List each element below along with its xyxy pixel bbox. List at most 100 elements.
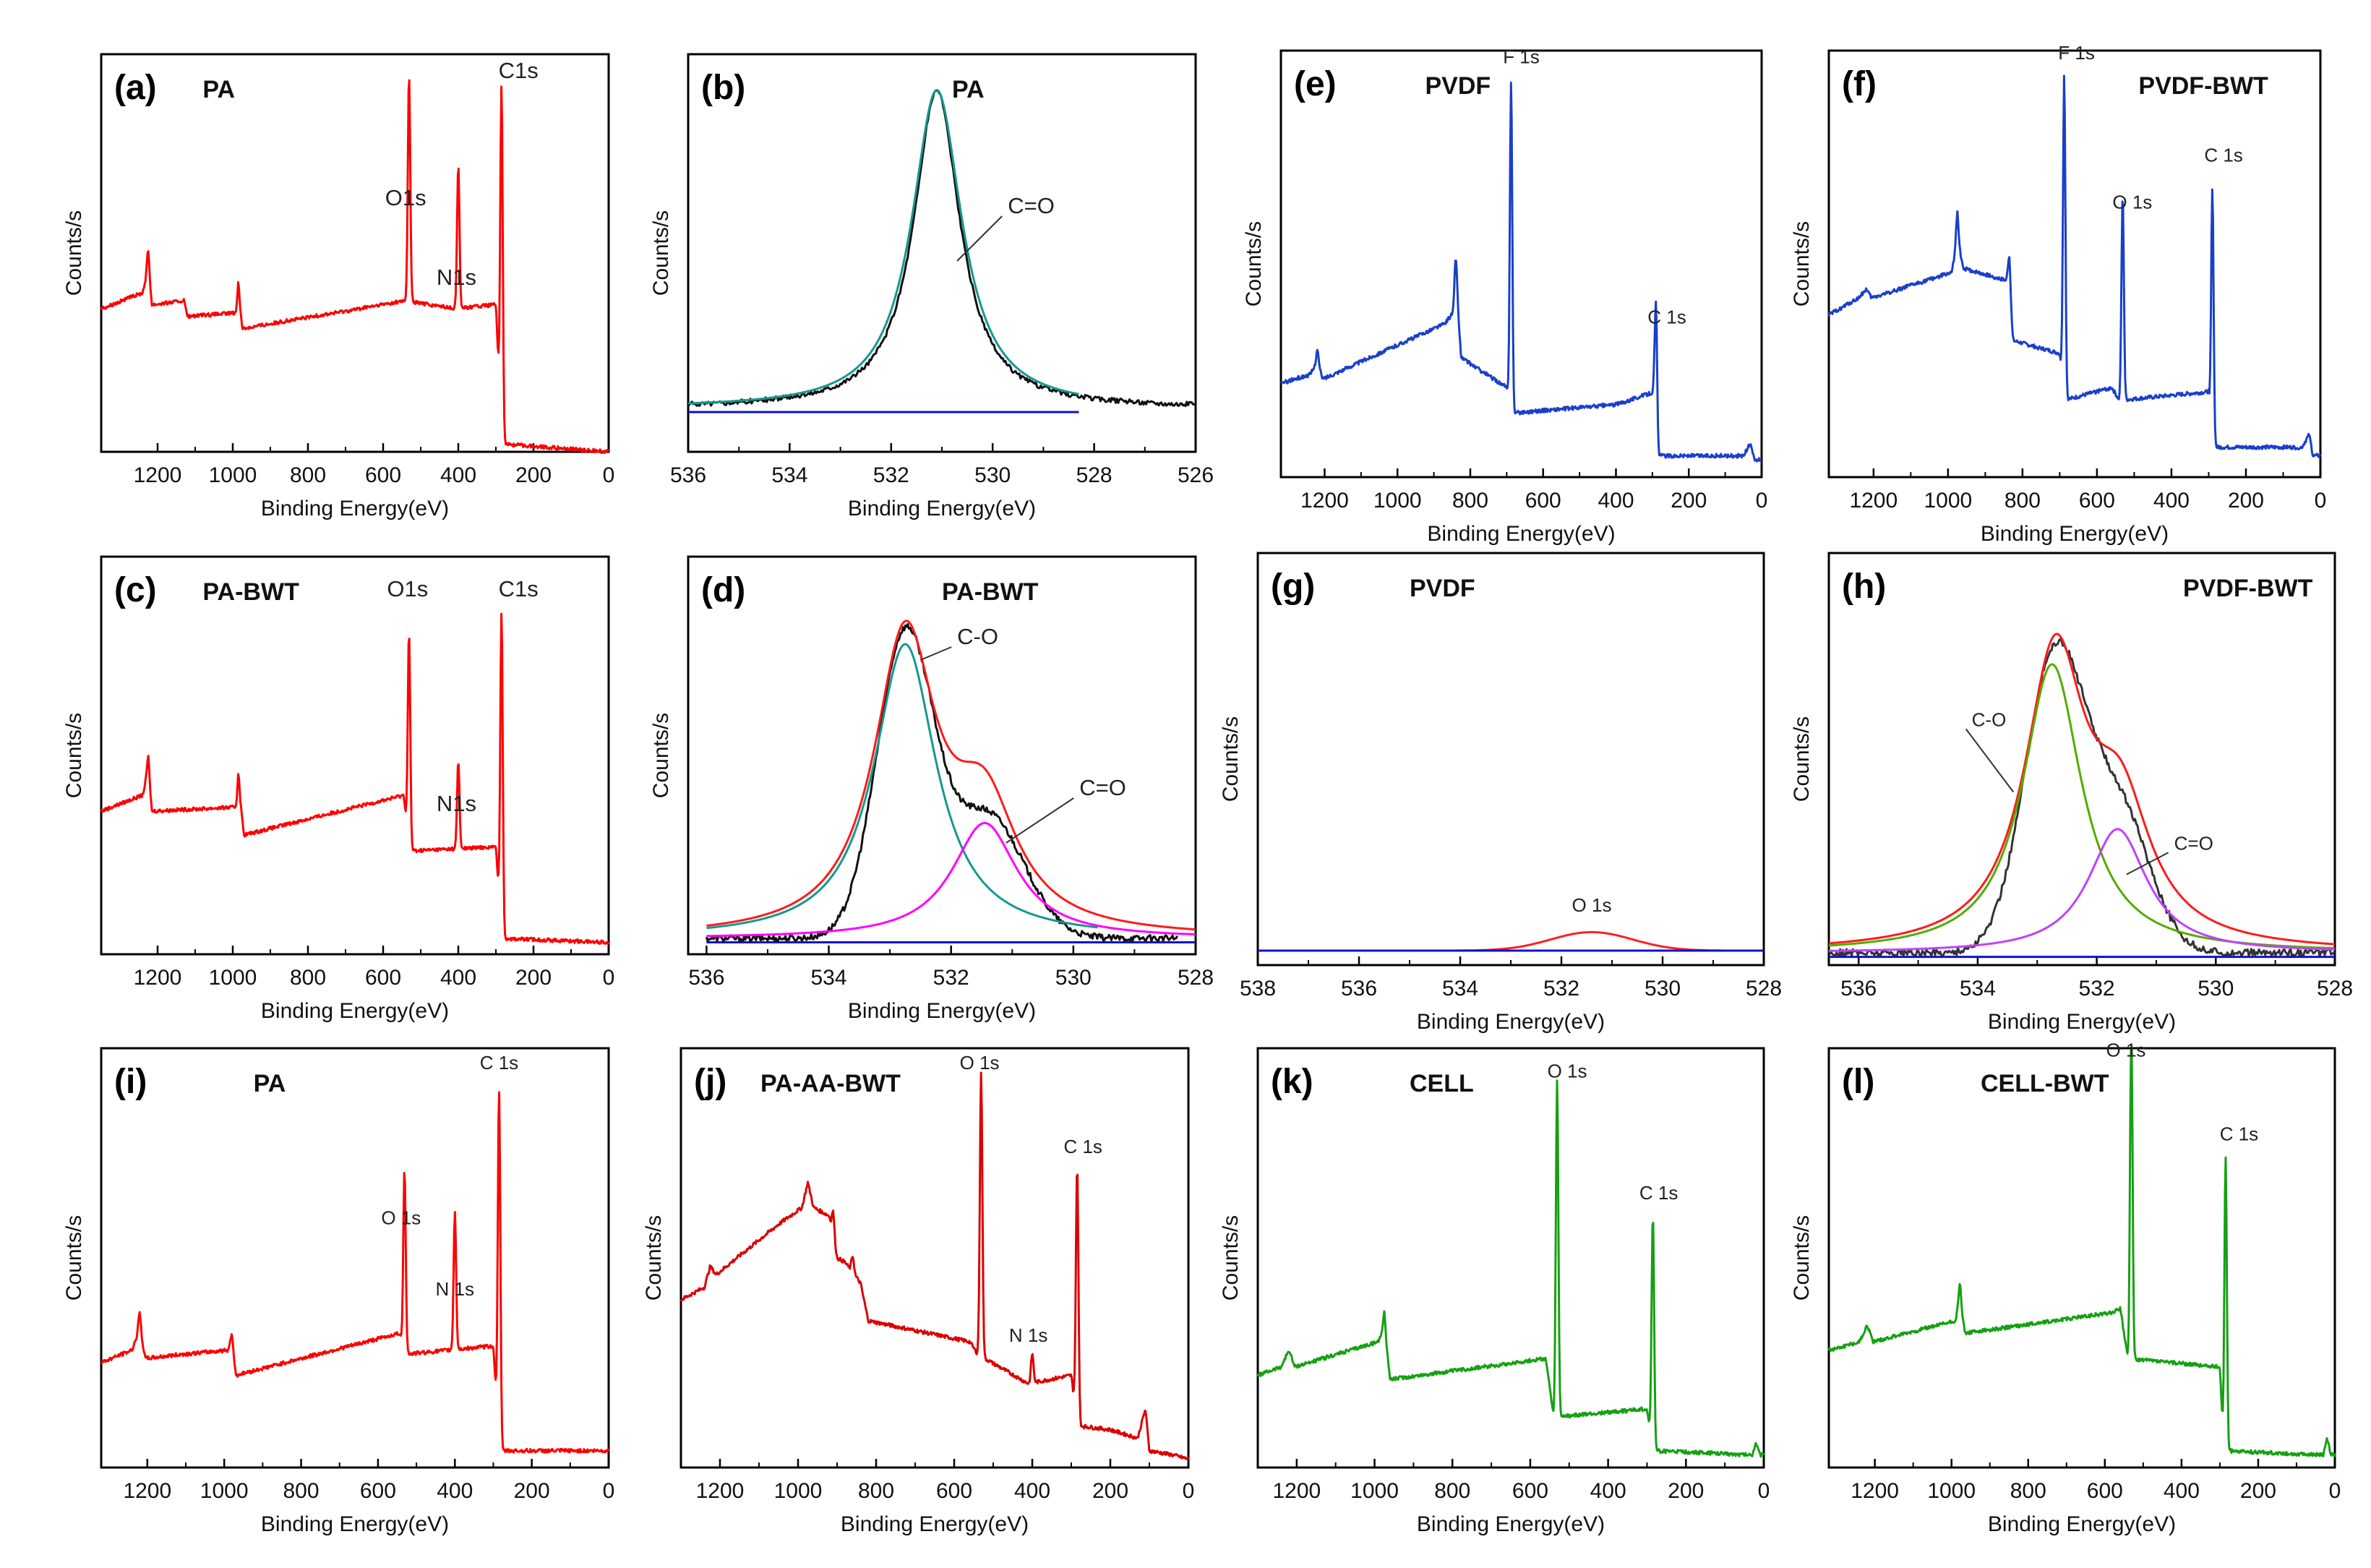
peak-annotation: O 1s [1572, 894, 1612, 916]
x-tick-label: 528 [2317, 977, 2353, 1001]
x-axis-label: Binding Energy(eV) [1988, 1512, 2176, 1536]
x-tick-label: 800 [2010, 1479, 2046, 1503]
x-tick-label: 400 [2153, 489, 2190, 513]
x-tick-label: 1200 [1300, 489, 1349, 513]
x-axis-label: Binding Energy(eV) [1981, 522, 2169, 546]
x-tick-label: 528 [1076, 463, 1112, 487]
y-axis-label: Counts/s [62, 1215, 86, 1301]
panel-label: (b) [701, 69, 745, 107]
annotation-arrow [2126, 852, 2169, 875]
x-tick-label: 532 [2079, 977, 2115, 1001]
peak-annotation: C 1s [1639, 1182, 1678, 1204]
peak-annotation: N 1s [436, 1278, 474, 1300]
series-line-raw [1827, 638, 2336, 958]
plot-frame [1827, 1047, 2336, 1469]
annotation-arrow [956, 215, 1003, 262]
plot-frame [1256, 552, 1765, 967]
peak-annotation: C=O [2174, 832, 2213, 854]
x-tick-label: 528 [1746, 977, 1782, 1001]
peak-annotation: C-O [1972, 708, 2007, 730]
x-tick-label: 400 [437, 1479, 473, 1503]
peak-annotation: C 1s [2220, 1123, 2258, 1145]
x-tick-label: 0 [603, 1479, 615, 1503]
peak-annotation: C 1s [1647, 307, 1686, 328]
plot-frame [679, 1047, 1190, 1469]
panel-i: 1200 1000 800 600 400 200 0 O 1s N 1s C 1s (i) PA Bi… [62, 1047, 615, 1536]
x-tick-label: 200 [1668, 1479, 1704, 1503]
panel-label: (i) [114, 1063, 147, 1101]
peak-annotation: O 1s [2112, 191, 2152, 213]
x-tick-label: 1200 [696, 1479, 745, 1503]
x-tick-label: 600 [936, 1479, 972, 1503]
x-tick-label: 530 [974, 463, 1011, 487]
x-tick-label: 0 [1756, 489, 1768, 513]
y-axis-label: Counts/s [649, 713, 673, 798]
x-tick-label: 1000 [209, 966, 257, 990]
panel-title: PA-BWT [202, 578, 299, 606]
x-tick-label: 800 [1452, 489, 1488, 513]
panel-title: PVDF [1410, 575, 1475, 602]
peak-annotation: O 1s [960, 1052, 1000, 1074]
series-line-o-1s [1384, 930, 1724, 952]
panel-label: (d) [701, 571, 745, 609]
plot-frame [1279, 49, 1763, 479]
series-line-c-o [1829, 828, 2336, 952]
x-axis-label: Binding Energy(eV) [848, 999, 1036, 1023]
x-tick-label: 0 [2329, 1479, 2341, 1503]
panel-title: PVDF-BWT [2138, 72, 2268, 100]
x-tick-label: 534 [1442, 977, 1478, 1001]
y-axis-label: Counts/s [1242, 221, 1266, 307]
peak-annotation: C1s [499, 576, 539, 601]
x-tick-label: 800 [290, 966, 326, 990]
peak-annotation: C 1s [1063, 1136, 1102, 1157]
x-tick-label: 600 [2079, 489, 2115, 513]
peak-annotation: C=O [1008, 193, 1055, 218]
panel-f: 1200 1000 800 600 400 200 0 F 1s O 1s C 1s (f) PVDF… [1790, 42, 2326, 546]
panel-label: (c) [114, 571, 157, 609]
x-tick-label: 1000 [209, 463, 257, 487]
panel-h: 536 534 532 530 528 C-O C=O (h) PVDF-BWT Binding … [1790, 552, 2353, 1034]
peak-annotation: C=O [1079, 775, 1126, 800]
panel-title: PA [254, 1070, 286, 1097]
y-axis-label: Counts/s [1790, 221, 1814, 307]
x-tick-label: 534 [1960, 977, 1996, 1001]
x-tick-label: 1000 [200, 1479, 249, 1503]
x-axis-label: Binding Energy(eV) [1417, 1512, 1605, 1536]
series-line-c-o [706, 822, 1196, 938]
y-axis-label: Counts/s [1790, 1215, 1814, 1301]
x-tick-label: 1200 [123, 1479, 171, 1503]
y-axis-label: Counts/s [62, 210, 86, 296]
x-tick-label: 0 [1758, 1479, 1770, 1503]
series-line-c-o [706, 643, 1098, 930]
series-line-pa-survey [100, 79, 610, 455]
x-axis-label: Binding Energy(eV) [1427, 522, 1615, 546]
x-tick-label: 1000 [1350, 1479, 1399, 1503]
series-line-pa-aa-bwt-survey [679, 1071, 1190, 1460]
annotation-arrow [1006, 797, 1074, 844]
x-tick-label: 400 [440, 966, 476, 990]
plot-frame [1827, 552, 2336, 967]
x-tick-label: 200 [514, 1479, 550, 1503]
x-tick-label: 400 [440, 463, 476, 487]
x-axis-label: Binding Energy(eV) [1988, 1010, 2176, 1034]
panel-l: 1200 1000 800 600 400 200 0 O 1s C 1s (l) CELL-BWT… [1790, 1040, 2341, 1536]
panel-g: 538 536 534 532 530 528 O 1s (g) PVDF Binding Ene… [1219, 552, 1782, 1034]
x-axis-label: Binding Energy(eV) [261, 1512, 449, 1536]
peak-annotation: N 1s [1009, 1324, 1047, 1346]
x-tick-label: 526 [1178, 463, 1214, 487]
panel-title: PA [952, 76, 985, 103]
x-axis-label: Binding Energy(eV) [848, 497, 1036, 520]
y-axis-label: Counts/s [649, 210, 673, 296]
x-tick-label: 534 [810, 966, 846, 990]
x-tick-label: 800 [283, 1479, 320, 1503]
series-line-pvdf-survey [1279, 81, 1762, 463]
x-tick-label: 200 [515, 463, 552, 487]
peak-annotation: O 1s [381, 1207, 421, 1229]
x-tick-label: 800 [2005, 489, 2041, 513]
x-axis-label: Binding Energy(eV) [261, 497, 449, 520]
annotation-arrow [1965, 728, 2015, 793]
x-tick-label: 200 [2240, 1479, 2276, 1503]
x-tick-label: 536 [1840, 977, 1877, 1001]
peak-annotation: N1s [437, 265, 476, 290]
x-tick-label: 0 [1183, 1479, 1195, 1503]
